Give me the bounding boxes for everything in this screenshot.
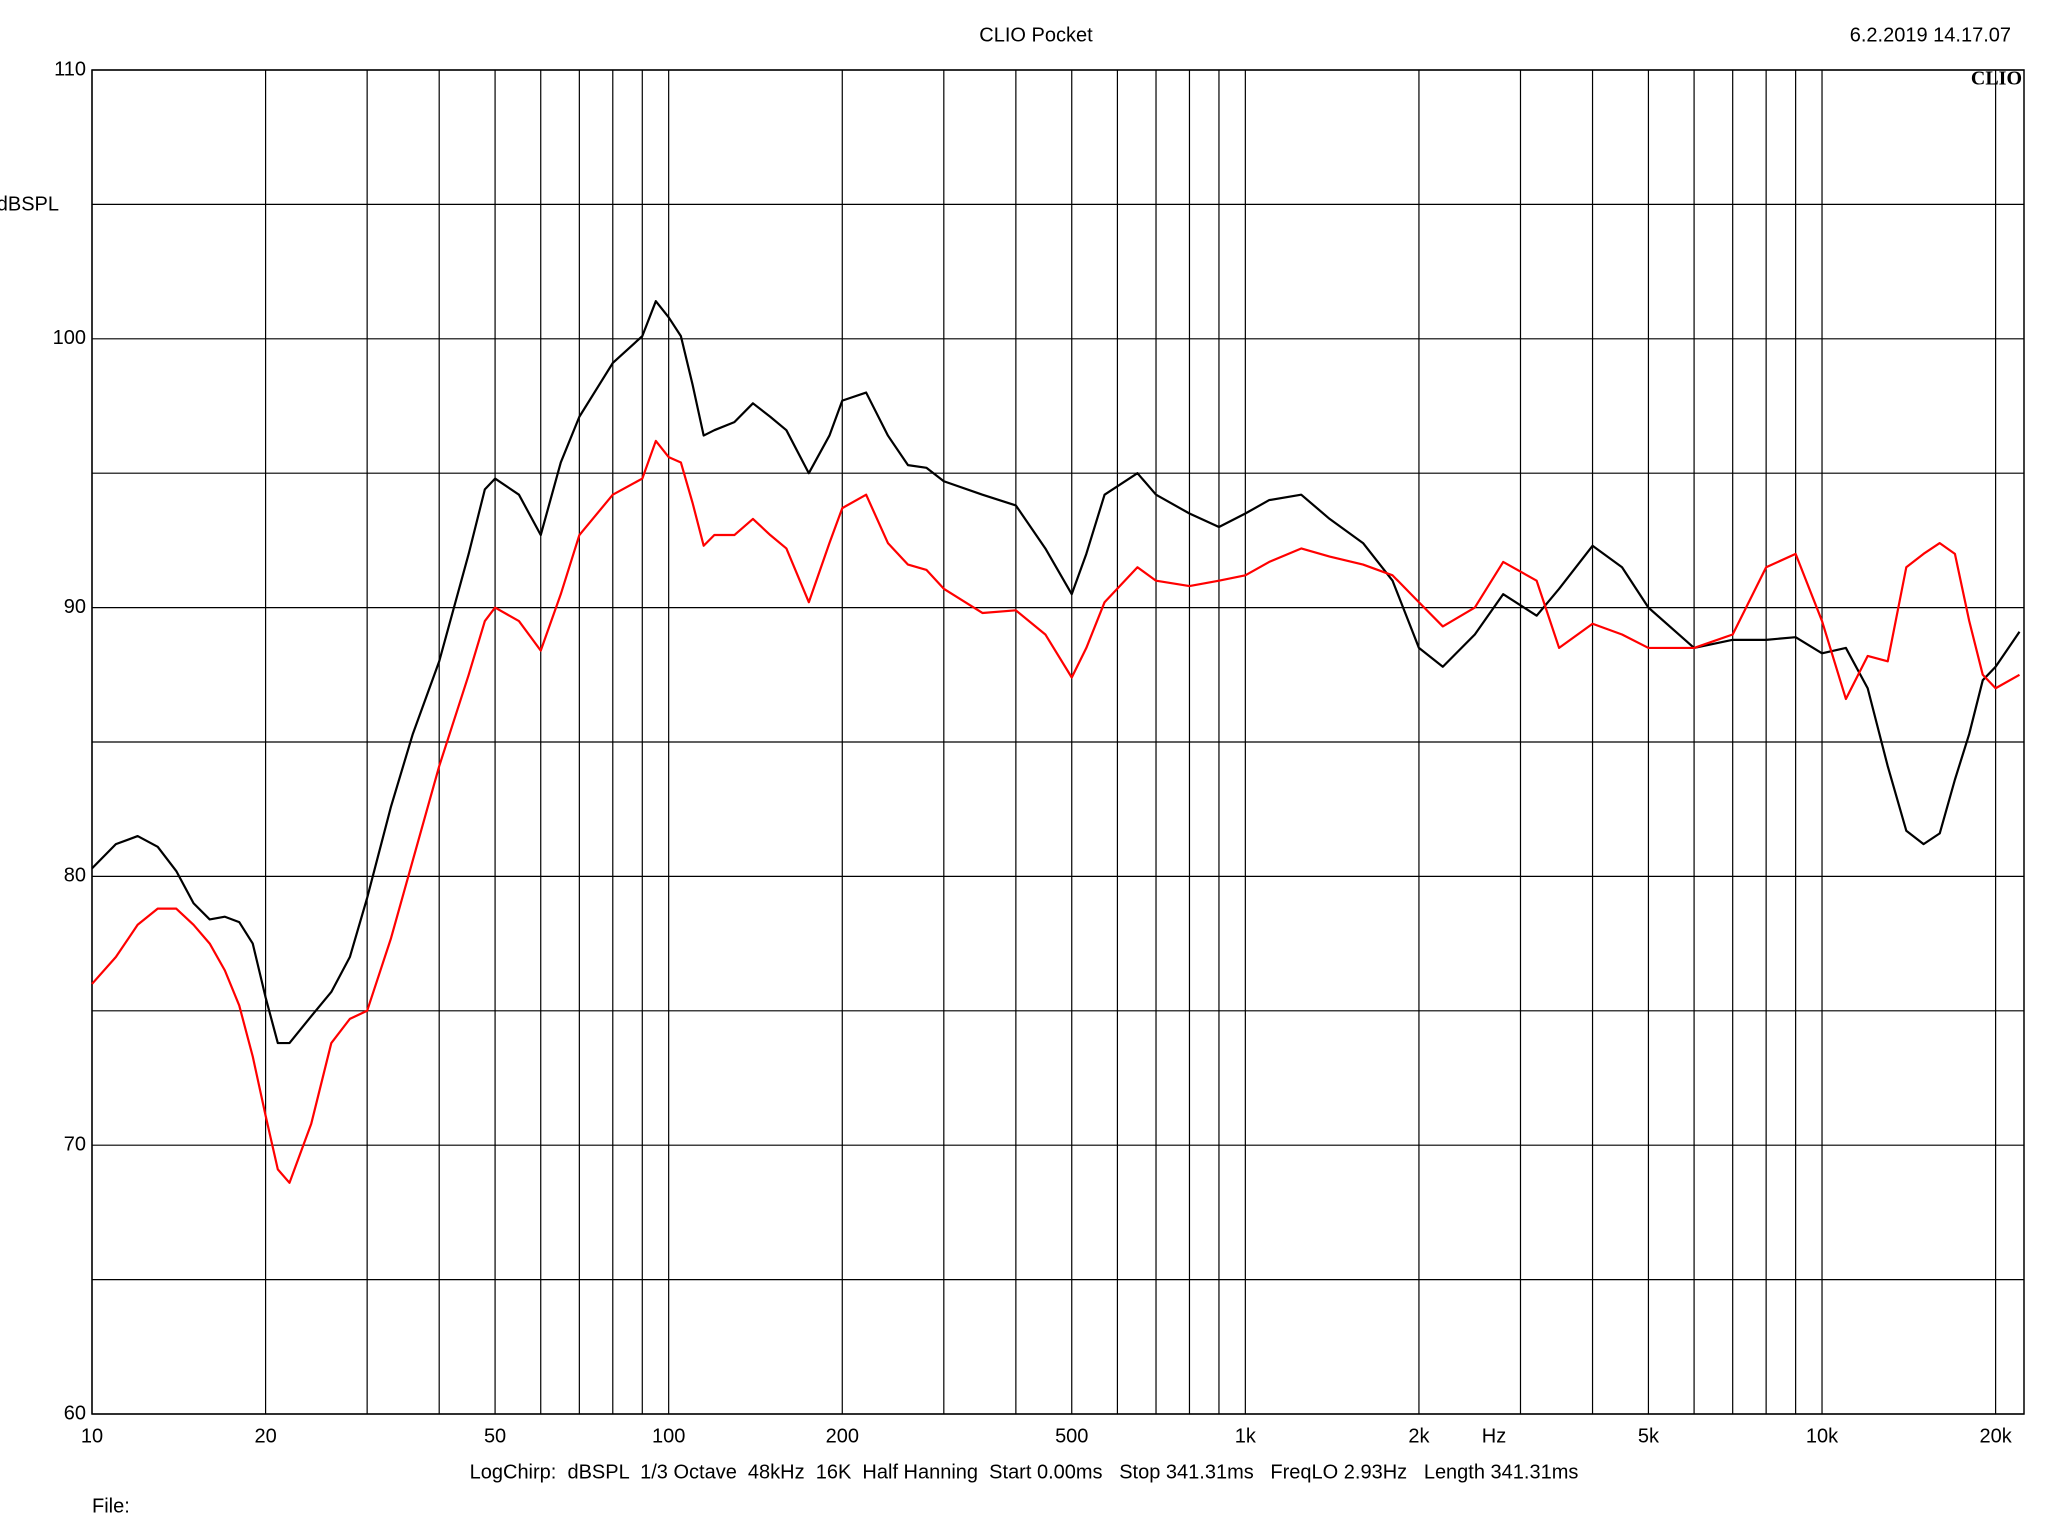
plot-frame (91, 69, 2025, 1415)
y-tick-label: 110 (54, 58, 86, 80)
response-curve (91, 300, 2021, 1045)
x-tick-label: 100 (652, 1425, 685, 1447)
x-tick-label: 20k (1979, 1425, 2012, 1447)
x-axis-label: Hz (1482, 1425, 1506, 1447)
settings: LogChirp: dBSPL 1/3 Octave 48kHz 16K Hal… (470, 1461, 1579, 1483)
chart-title: CLIO Pocket (979, 24, 1093, 46)
y-axis-label: dBSPL (0, 193, 59, 215)
y-tick-label: 90 (64, 596, 86, 618)
x-tick-label: 10k (1806, 1425, 1839, 1447)
x-tick-label: 10 (81, 1425, 103, 1447)
y-tick-label: 60 (64, 1402, 86, 1424)
x-tick-label: 500 (1055, 1425, 1088, 1447)
x-tick-label: 20 (254, 1425, 276, 1447)
y-tick-label: 80 (64, 865, 86, 887)
y-tick-label: 100 (53, 327, 86, 349)
x-tick-label: 1k (1235, 1425, 1257, 1447)
timestamp: 6.2.2019 14.17.07 (1850, 24, 2011, 46)
x-tick-label: 2k (1408, 1425, 1430, 1447)
x-tick-label: 50 (484, 1425, 506, 1447)
x-tick-label: 5k (1638, 1425, 1660, 1447)
response-curve (91, 439, 2021, 1184)
y-tick-label: 70 (64, 1133, 86, 1155)
x-tick-label: 200 (826, 1425, 859, 1447)
file-label: File: (92, 1495, 130, 1517)
logo: CLIO (1971, 68, 2022, 90)
